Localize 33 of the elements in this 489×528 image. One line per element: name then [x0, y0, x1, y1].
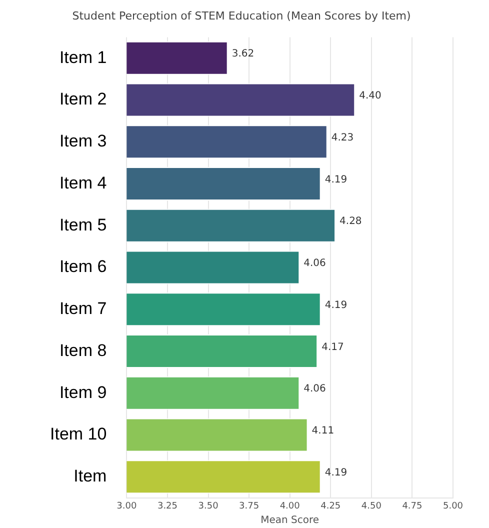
data-label: 4.23 — [331, 132, 354, 144]
x-tick-label: 4.75 — [402, 502, 422, 512]
data-label: 4.19 — [324, 300, 348, 311]
x-tick-label: 4.25 — [320, 502, 341, 512]
data-label: 4.28 — [340, 216, 362, 228]
x-axis-title: Mean Score — [260, 515, 320, 526]
y-tick-label: Item 8 — [59, 340, 107, 360]
y-tick-label: Item 4 — [59, 173, 107, 192]
y-tick-label: Item 5 — [59, 215, 107, 234]
data-label: 4.40 — [359, 90, 382, 102]
y-tick-label: Item 7 — [59, 299, 107, 318]
y-tick-label: Item 2 — [59, 90, 107, 109]
data-label: 4.11 — [312, 426, 334, 437]
chart-title: Student Perception of STEM Education (Mean Scores by Item) — [72, 9, 411, 22]
data-label: 4.06 — [304, 258, 326, 270]
data-label: 4.19 — [324, 174, 348, 186]
x-tick-label: 3.25 — [157, 502, 178, 512]
data-label: 3.62 — [232, 48, 254, 60]
y-tick-label: Item 9 — [59, 382, 107, 402]
data-label: 4.17 — [322, 342, 344, 353]
y-tick-label: Item 1 — [59, 48, 107, 67]
x-tick-label: 3.50 — [198, 502, 219, 512]
x-tick-label: 4.50 — [361, 502, 382, 512]
y-tick-label: Item 3 — [59, 132, 107, 151]
y-tick-label: Item — [74, 466, 107, 486]
x-tick-label: 3.00 — [116, 502, 137, 512]
x-tick-label: 5.00 — [442, 502, 464, 512]
x-tick-label: 3.75 — [239, 502, 260, 512]
y-tick-label: Item 6 — [59, 257, 107, 276]
data-label: 4.19 — [324, 467, 348, 478]
x-tick-label: 4.00 — [280, 502, 300, 512]
y-tick-label: Item 10 — [50, 424, 107, 444]
data-label: 4.06 — [304, 384, 326, 395]
